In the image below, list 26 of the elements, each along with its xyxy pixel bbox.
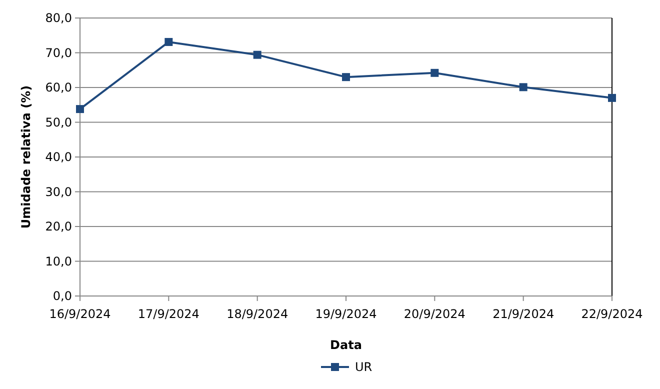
x-tick-label: 19/9/2024 [315,307,377,321]
x-tick-label: 17/9/2024 [138,307,200,321]
point [164,38,173,46]
point [76,105,84,114]
x-tick-label: 16/9/2024 [49,307,111,321]
x-tick-label: 21/9/2024 [492,307,554,321]
y-tick-label: 20,0 [45,220,72,234]
x-tick-label: 22/9/2024 [581,307,643,321]
y-tick-label: 70,0 [45,46,72,60]
y-tick-label: 10,0 [45,254,72,268]
x-tick-label: 18/9/2024 [226,307,288,321]
point [430,68,439,77]
point [519,83,528,92]
y-tick-label: 80,0 [45,11,72,26]
x-axis-title: Data [330,338,362,352]
point [342,73,350,82]
y-axis-title: Umidade relativa (%) [19,85,33,229]
point [253,50,262,59]
y-tick-label: 0,0 [52,289,72,304]
x-tick-label: 20/9/2024 [404,307,466,321]
legend-label: UR [355,360,372,374]
y-tick-label: 60,0 [45,80,72,95]
y-tick-label: 40,0 [45,150,72,164]
point [608,94,616,102]
y-tick-label: 50,0 [45,115,72,130]
y-tick-label: 30,0 [45,184,72,199]
